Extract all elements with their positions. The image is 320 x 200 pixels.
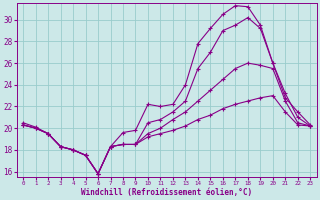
X-axis label: Windchill (Refroidissement éolien,°C): Windchill (Refroidissement éolien,°C)	[81, 188, 252, 197]
